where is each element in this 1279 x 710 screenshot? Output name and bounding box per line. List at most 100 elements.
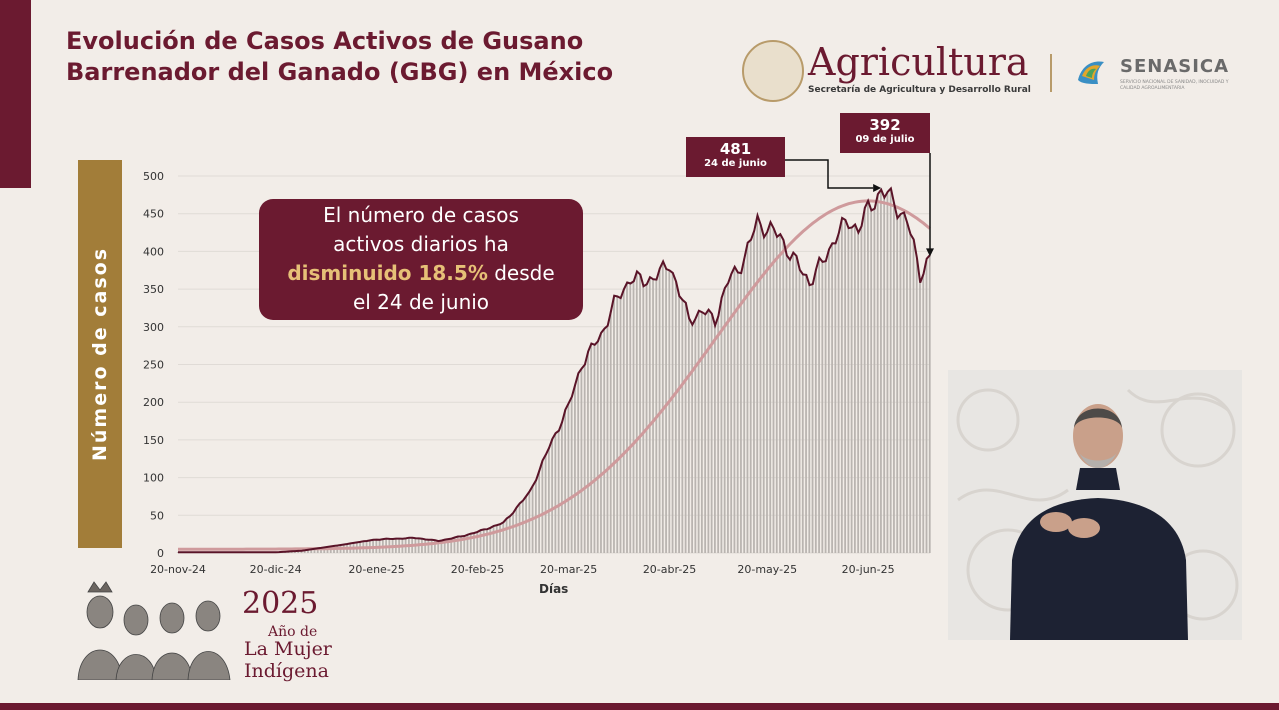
- bar: [902, 212, 905, 553]
- bar: [704, 314, 707, 553]
- callout-line-4: el 24 de junio: [352, 290, 490, 314]
- bar: [798, 269, 801, 553]
- bar: [681, 299, 684, 553]
- senasica-subtitle: SERVICIO NACIONAL DE SANIDAD, INOCUIDAD …: [1120, 80, 1229, 91]
- bar: [551, 438, 554, 553]
- bar: [619, 298, 622, 553]
- bar: [541, 460, 544, 553]
- bar: [831, 243, 833, 553]
- bar: [525, 496, 527, 553]
- bar: [460, 536, 462, 553]
- bar: [316, 548, 319, 553]
- y-tick-label: 350: [143, 283, 164, 296]
- y-tick-label: 150: [143, 434, 164, 447]
- annotation-peak-arrowhead: [873, 184, 882, 192]
- mexico-seal-icon: [742, 40, 804, 102]
- bar: [867, 200, 869, 553]
- bar: [736, 272, 739, 553]
- agricultura-subtitle: Secretaría de Agricultura y Desarrollo R…: [808, 85, 1031, 95]
- bar: [909, 234, 912, 553]
- bar: [821, 261, 824, 553]
- bar: [430, 539, 433, 553]
- callout-highlight: disminuido 18.5%: [287, 261, 488, 285]
- bar: [720, 297, 723, 553]
- bar: [880, 189, 882, 553]
- bar: [606, 325, 609, 553]
- bar: [437, 541, 440, 553]
- bar: [469, 533, 472, 553]
- corner-accent-bar: [0, 0, 31, 188]
- bar: [499, 524, 501, 553]
- bar: [889, 188, 892, 553]
- bar: [811, 284, 814, 553]
- bar: [547, 447, 550, 553]
- callout-line-3-rest: desde: [487, 261, 555, 285]
- bar: [303, 550, 306, 553]
- bar: [827, 249, 830, 553]
- bar: [694, 318, 697, 553]
- bar: [740, 273, 742, 553]
- bar: [453, 537, 456, 553]
- bar: [486, 529, 488, 553]
- bar: [629, 283, 632, 553]
- bar: [678, 295, 680, 553]
- bar: [707, 309, 710, 553]
- bar: [840, 217, 843, 553]
- bottom-accent-bar: [0, 703, 1279, 710]
- bar: [609, 311, 612, 553]
- bar: [538, 470, 540, 553]
- bar: [700, 312, 703, 553]
- bar: [912, 239, 915, 554]
- bar: [746, 242, 749, 553]
- bar: [883, 197, 886, 553]
- bar: [668, 270, 671, 553]
- y-tick-label: 450: [143, 208, 164, 221]
- bar: [876, 194, 879, 554]
- annotation-peak-date: 24 de junio: [704, 158, 767, 169]
- bar: [300, 550, 303, 553]
- bar: [906, 222, 908, 553]
- bar: [717, 315, 720, 553]
- bar: [782, 240, 785, 554]
- y-tick-label: 200: [143, 396, 164, 409]
- year-line-1: Año de: [268, 624, 318, 640]
- bar: [915, 258, 918, 553]
- bar: [873, 208, 876, 553]
- bar: [613, 295, 615, 553]
- bar: [870, 210, 873, 553]
- bar: [642, 286, 645, 553]
- bar: [310, 549, 313, 553]
- bar: [313, 548, 316, 553]
- bar: [775, 236, 778, 553]
- annotation-latest-value: 392: [869, 116, 901, 134]
- bar: [603, 328, 606, 553]
- callout-line-2: activos diarios ha: [333, 232, 509, 256]
- bar: [762, 237, 765, 554]
- bar: [674, 281, 677, 553]
- indigenous-women-illustration-icon: [77, 581, 231, 680]
- bar: [600, 332, 602, 553]
- bar: [834, 243, 837, 554]
- bar: [779, 234, 781, 553]
- x-tick-label: 20-mar-25: [540, 563, 597, 576]
- x-tick-label: 20-ene-25: [348, 563, 404, 576]
- bar: [710, 313, 713, 553]
- x-tick-label: 20-feb-25: [451, 563, 505, 576]
- bar: [512, 512, 514, 553]
- bar: [583, 364, 586, 553]
- bar: [521, 500, 524, 553]
- bar: [756, 215, 759, 553]
- y-tick-label: 500: [143, 170, 164, 183]
- bar: [837, 233, 840, 553]
- bar: [489, 527, 492, 553]
- annotation-peak: 481 24 de junio: [686, 137, 785, 177]
- y-axis-label-box: [78, 160, 122, 548]
- bar: [434, 540, 436, 553]
- bar: [652, 279, 654, 553]
- agricultura-logo-text: Agricultura: [808, 40, 1029, 84]
- bar: [570, 396, 573, 553]
- bar: [749, 239, 752, 554]
- year-banner: 2025 Año de La Mujer Indígena: [72, 580, 342, 682]
- callout-box: El número de casos activos diarios ha di…: [259, 199, 583, 320]
- bar: [479, 530, 482, 553]
